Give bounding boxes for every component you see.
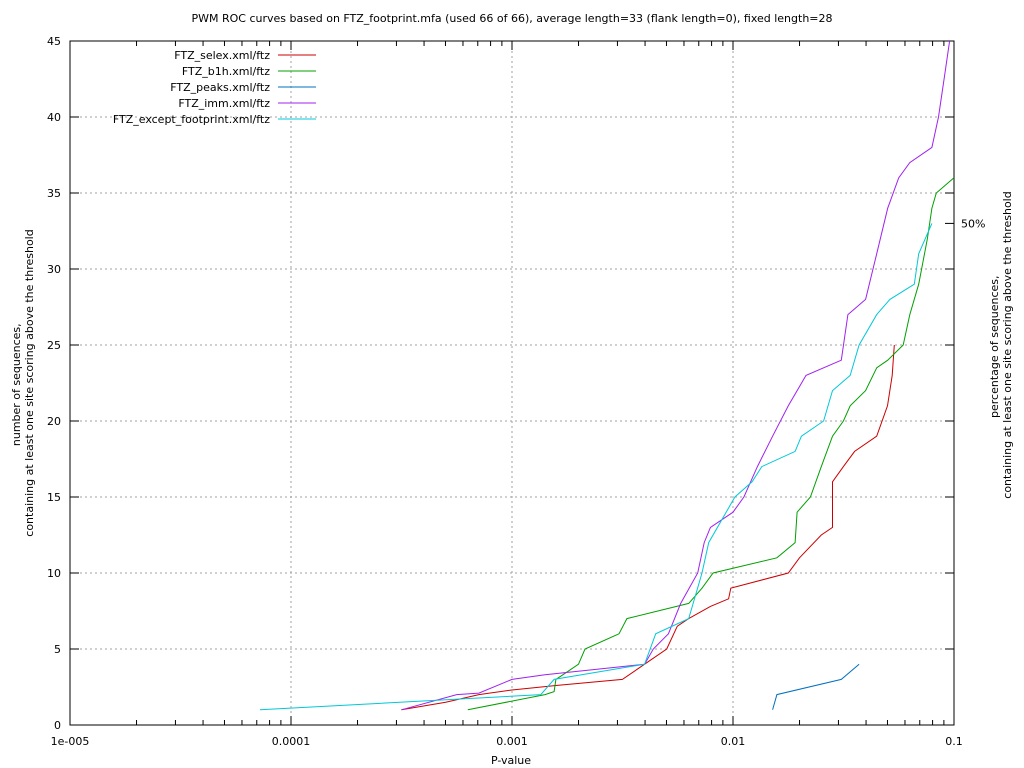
y-axis-label-line-2: containing at least one site scoring abo… xyxy=(23,229,36,536)
series-lines xyxy=(259,40,955,711)
y-axis-label: number of sequences, containing at least… xyxy=(10,229,36,536)
y-tick-label: 0 xyxy=(54,719,61,732)
y-tick-label: 10 xyxy=(47,567,61,580)
legend-label-3: FTZ_peaks.xml/ftz xyxy=(170,81,270,94)
legend: FTZ_selex.xml/ftz FTZ_b1h.xml/ftz FTZ_peak… xyxy=(113,49,316,126)
y-tick-label: 5 xyxy=(54,643,61,656)
x-tick-label: 1e-005 xyxy=(51,735,90,748)
y-tick-label: 30 xyxy=(47,263,61,276)
series-line-2 xyxy=(467,177,955,711)
y-tick-label: 25 xyxy=(47,339,61,352)
y2-tick-label: 50% xyxy=(961,217,985,230)
x-tick-label: 0.001 xyxy=(496,735,528,748)
y-axis-label-line-1: number of sequences, xyxy=(10,323,23,446)
y-tick-label: 40 xyxy=(47,111,61,124)
x-tick-label: 0.0001 xyxy=(272,735,311,748)
plot-frame xyxy=(69,40,955,726)
chart-title: PWM ROC curves based on FTZ_footprint.mf… xyxy=(191,12,832,25)
y-tick-label: 15 xyxy=(47,491,61,504)
y2-axis-label-line-2: containing at least one site scoring abo… xyxy=(1001,191,1014,498)
grid-lines xyxy=(70,41,954,725)
y-tick-label: 45 xyxy=(47,35,61,48)
x-axis-label: P-value xyxy=(491,754,531,767)
legend-label-2: FTZ_b1h.xml/ftz xyxy=(182,65,270,78)
legend-label-1: FTZ_selex.xml/ftz xyxy=(174,49,270,62)
x-tick-label: 0.1 xyxy=(945,735,963,748)
y-tick-label: 20 xyxy=(47,415,61,428)
legend-label-5: FTZ_except_footprint.xml/ftz xyxy=(113,113,270,126)
series-line-3 xyxy=(772,663,860,710)
legend-label-4: FTZ_imm.xml/ftz xyxy=(178,97,270,110)
x-tick-label: 0.01 xyxy=(721,735,746,748)
y2-axis-label: percentage of sequences, containing at l… xyxy=(988,191,1014,498)
axes: 0 5 10 15 20 25 30 35 40 45 1e-005 0.0001 0.001 0.01 0… xyxy=(47,35,985,748)
series-line-5 xyxy=(259,223,933,711)
y2-axis-label-line-1: percentage of sequences, xyxy=(988,276,1001,418)
y-tick-label: 35 xyxy=(47,187,61,200)
series-line-4 xyxy=(401,40,951,711)
